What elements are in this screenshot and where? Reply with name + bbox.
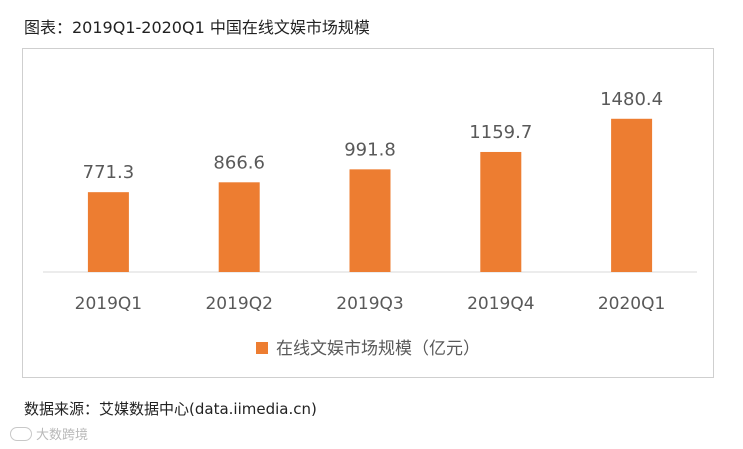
x-tick-label-2020Q1: 2020Q1: [598, 294, 665, 314]
watermark-text: 大数跨境: [36, 428, 89, 443]
watermark: 大数跨境: [10, 424, 88, 443]
data-label-2019Q2: 866.6: [213, 152, 265, 173]
watermark-logo-icon: [10, 426, 32, 441]
x-tick-label-2019Q3: 2019Q3: [336, 294, 403, 314]
legend-swatch: [256, 342, 268, 354]
x-tick-label-2019Q4: 2019Q4: [467, 294, 534, 314]
data-label-2019Q1: 771.3: [83, 162, 135, 183]
x-tick-label-2019Q2: 2019Q2: [205, 294, 272, 314]
bar-2019Q1: [87, 192, 129, 272]
data-label-2019Q4: 1159.7: [469, 122, 532, 143]
bar-2020Q1: [611, 118, 653, 273]
legend-label: 在线文娱市场规模（亿元）: [276, 339, 480, 359]
chart-container: 771.3 2019Q1 866.6 2019Q2 991.8 2019Q3 1159.7 2…: [22, 48, 714, 378]
bar-2019Q4: [480, 151, 522, 272]
bar-2019Q2: [218, 182, 260, 272]
data-label-2019Q3: 991.8: [344, 139, 396, 160]
data-label-2020Q1: 1480.4: [600, 89, 663, 110]
bar-2019Q3: [349, 169, 391, 272]
x-tick-label-2019Q1: 2019Q1: [75, 294, 142, 314]
page-title: 图表：2019Q1-2020Q1 中国在线文娱市场规模: [24, 18, 370, 37]
data-source-note: 数据来源：艾媒数据中心(data.iimedia.cn): [24, 400, 317, 418]
bar-chart: 771.3 2019Q1 866.6 2019Q2 991.8 2019Q3 1159.7 2…: [43, 89, 697, 359]
